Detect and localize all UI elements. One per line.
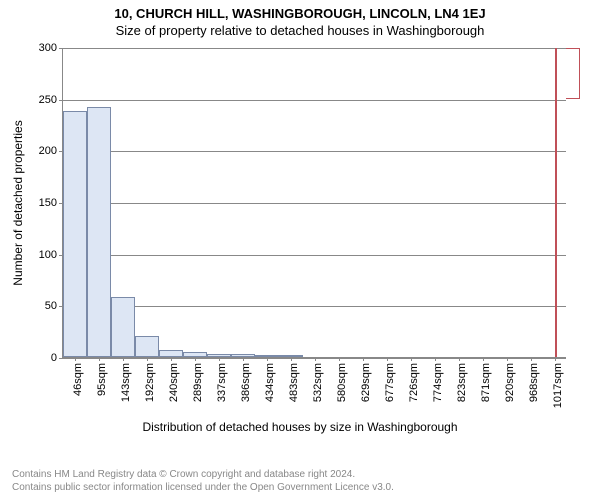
xtick-mark [291, 357, 292, 361]
xtick-label: 483sqm [288, 363, 300, 402]
histogram-bar [111, 297, 135, 357]
xtick-mark [411, 357, 412, 361]
xtick-label: 580sqm [336, 363, 348, 402]
y-axis-label: Number of detached properties [11, 120, 25, 285]
xtick-mark [531, 357, 532, 361]
x-axis-label: Distribution of detached houses by size … [0, 420, 600, 434]
xtick-mark [435, 357, 436, 361]
gridline [63, 255, 566, 256]
footer-line1: Contains HM Land Registry data © Crown c… [12, 469, 394, 482]
xtick-label: 1017sqm [552, 363, 564, 408]
xtick-label: 532sqm [312, 363, 324, 402]
xtick-mark [507, 357, 508, 361]
xtick-mark [555, 357, 556, 361]
xtick-label: 823sqm [456, 363, 468, 402]
xtick-label: 95sqm [96, 363, 108, 396]
xtick-mark [219, 357, 220, 361]
xtick-label: 143sqm [120, 363, 132, 402]
gridline [63, 100, 566, 101]
xtick-mark [75, 357, 76, 361]
histogram-bar [87, 107, 111, 357]
xtick-mark [195, 357, 196, 361]
xtick-mark [363, 357, 364, 361]
xtick-mark [387, 357, 388, 361]
xtick-mark [339, 357, 340, 361]
footer-line2: Contains public sector information licen… [12, 482, 394, 495]
xtick-label: 240sqm [168, 363, 180, 402]
xtick-label: 46sqm [72, 363, 84, 396]
xtick-label: 968sqm [528, 363, 540, 402]
xtick-mark [243, 357, 244, 361]
ytick-label: 300 [39, 42, 63, 54]
xtick-mark [171, 357, 172, 361]
xtick-label: 726sqm [408, 363, 420, 402]
ytick-label: 50 [45, 300, 63, 312]
xtick-mark [123, 357, 124, 361]
chart-title-line2: Size of property relative to detached ho… [0, 21, 600, 38]
footer-attribution: Contains HM Land Registry data © Crown c… [12, 469, 394, 494]
xtick-mark [99, 357, 100, 361]
xtick-label: 774sqm [432, 363, 444, 402]
xtick-label: 289sqm [192, 363, 204, 402]
xtick-mark [147, 357, 148, 361]
xtick-label: 337sqm [216, 363, 228, 402]
gridline [63, 306, 566, 307]
gridline [63, 151, 566, 152]
histogram-bar [159, 350, 183, 357]
xtick-mark [315, 357, 316, 361]
xtick-label: 434sqm [264, 363, 276, 402]
xtick-label: 920sqm [504, 363, 516, 402]
highlight-marker [555, 48, 557, 357]
ytick-label: 200 [39, 145, 63, 157]
ytick-label: 150 [39, 197, 63, 209]
xtick-label: 386sqm [240, 363, 252, 402]
histogram-bar [63, 111, 87, 357]
ytick-label: 250 [39, 94, 63, 106]
xtick-mark [267, 357, 268, 361]
xtick-label: 629sqm [360, 363, 372, 402]
ytick-label: 0 [51, 352, 63, 364]
xtick-mark [459, 357, 460, 361]
gridline [63, 48, 566, 49]
xtick-label: 871sqm [480, 363, 492, 402]
xtick-mark [483, 357, 484, 361]
ytick-label: 100 [39, 249, 63, 261]
histogram-bar [135, 336, 159, 357]
chart-container: 10, CHURCH HILL, WASHINGBOROUGH, LINCOLN… [0, 0, 600, 500]
plot-area: 05010015020025030046sqm95sqm143sqm192sqm… [62, 48, 566, 358]
chart-title-line1: 10, CHURCH HILL, WASHINGBOROUGH, LINCOLN… [0, 0, 600, 21]
xtick-label: 677sqm [384, 363, 396, 402]
xtick-label: 192sqm [144, 363, 156, 402]
gridline [63, 203, 566, 204]
